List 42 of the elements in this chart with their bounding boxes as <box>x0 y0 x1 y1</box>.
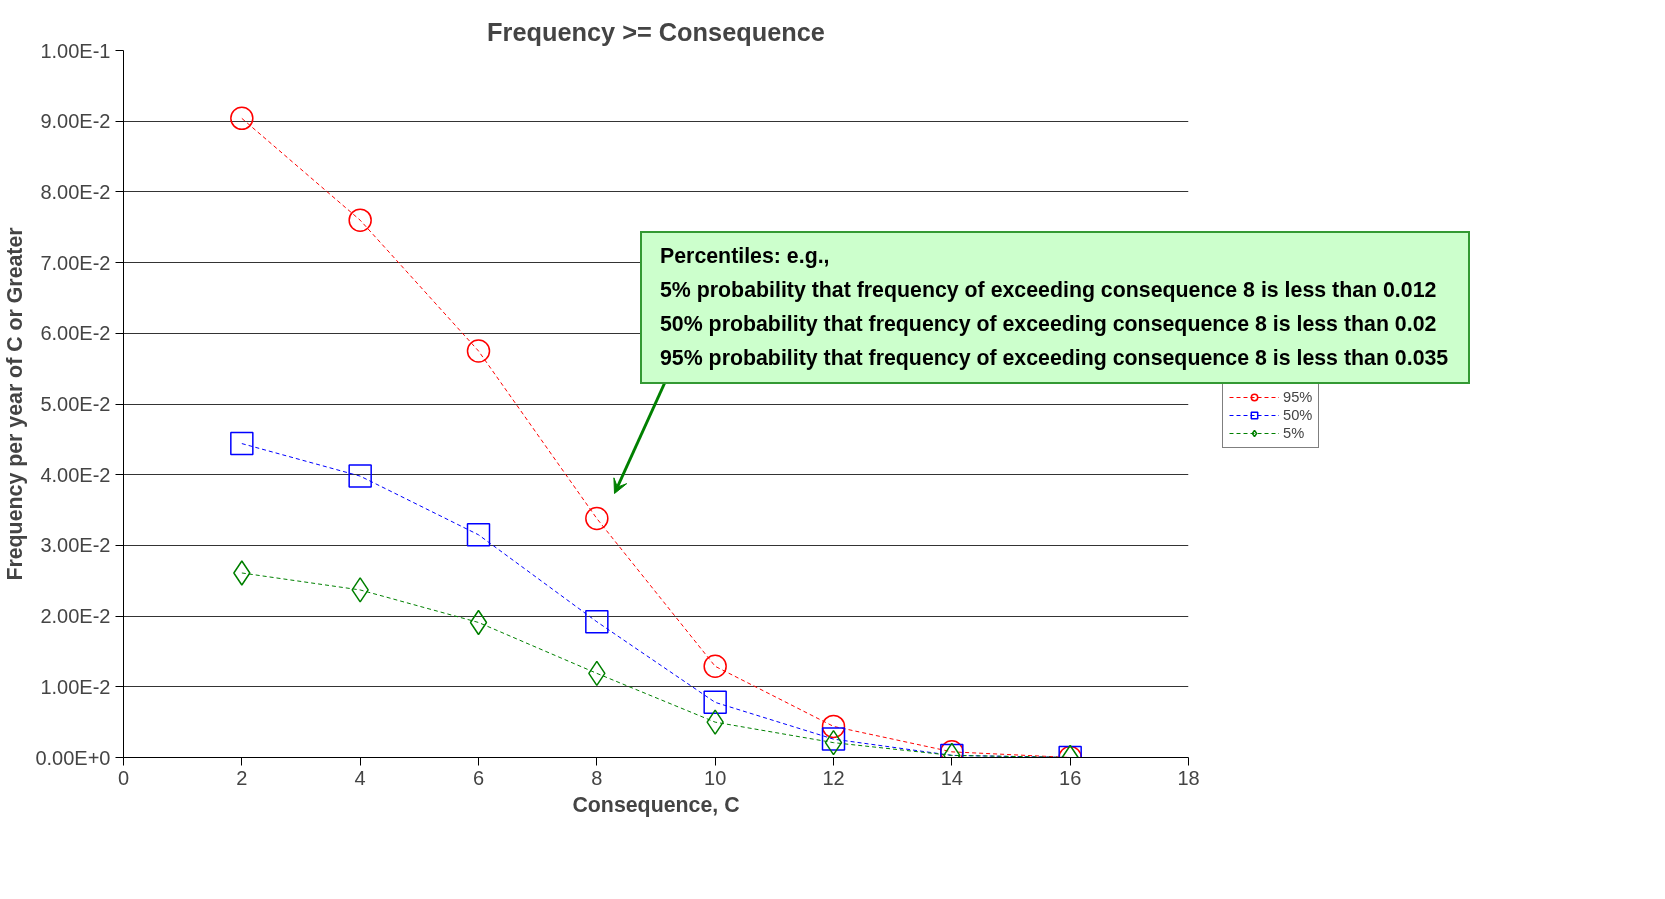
chart-title: Frequency >= Consequence <box>487 17 825 46</box>
y-tick-label: 9.00E-2 <box>40 110 111 133</box>
point <box>585 506 609 531</box>
point <box>348 208 372 232</box>
point <box>230 431 254 456</box>
legend-label: 50% <box>1283 407 1313 423</box>
point <box>821 727 846 751</box>
point <box>466 523 491 547</box>
y-tick-label: 5.00E-2 <box>40 393 111 415</box>
x-axis-title: Consequence, C <box>572 792 740 817</box>
y-tick-label: 6.00E-2 <box>40 322 111 345</box>
x-tick-label: 14 <box>940 766 963 789</box>
legend-label: 5% <box>1283 425 1305 441</box>
point <box>703 690 727 715</box>
x-tick-label: 12 <box>822 766 845 789</box>
y-tick-label: 2.00E-2 <box>40 605 111 628</box>
y-axis-title: Frequency per year of C or Greater <box>3 227 28 581</box>
point <box>348 464 372 488</box>
x-tick-label: 0 <box>117 766 130 789</box>
point <box>466 339 491 363</box>
annotation: Percentiles: e.g., 5% probability that frequency of exceeding consequence 8 is less than 0.012 50% probability that frequency of exceeding consequence 8 is less than 0.02 95% probability that frequency of exceeding consequence 8 is less than 0.035 <box>660 243 1449 373</box>
point <box>703 654 727 679</box>
y-tick-label: 3.00E-2 <box>40 534 111 557</box>
x-tick-label: 6 <box>472 766 485 789</box>
y-tick-label: 4.00E-2 <box>40 463 111 486</box>
x-tick-label: 10 <box>704 766 727 789</box>
point <box>469 609 488 636</box>
point <box>821 714 846 739</box>
point <box>585 610 609 634</box>
x-tick-label: 8 <box>591 766 603 789</box>
x-tick-label: 2 <box>236 766 248 789</box>
y-tick-label: 1.00E-1 <box>40 39 111 62</box>
legend-label: 95% <box>1283 389 1313 405</box>
y-tick-label: 1.00E-2 <box>40 675 111 698</box>
point <box>824 729 843 756</box>
y-tick-label: 0.00E+0 <box>35 746 111 769</box>
y-tick-label: 7.00E-2 <box>40 251 111 274</box>
x-tick-label: 18 <box>1177 766 1200 789</box>
y-tick-label: 8.00E-2 <box>40 180 111 203</box>
x-tick-label: 4 <box>354 766 366 789</box>
point <box>230 106 254 131</box>
x-tick-label: 16 <box>1059 766 1082 789</box>
